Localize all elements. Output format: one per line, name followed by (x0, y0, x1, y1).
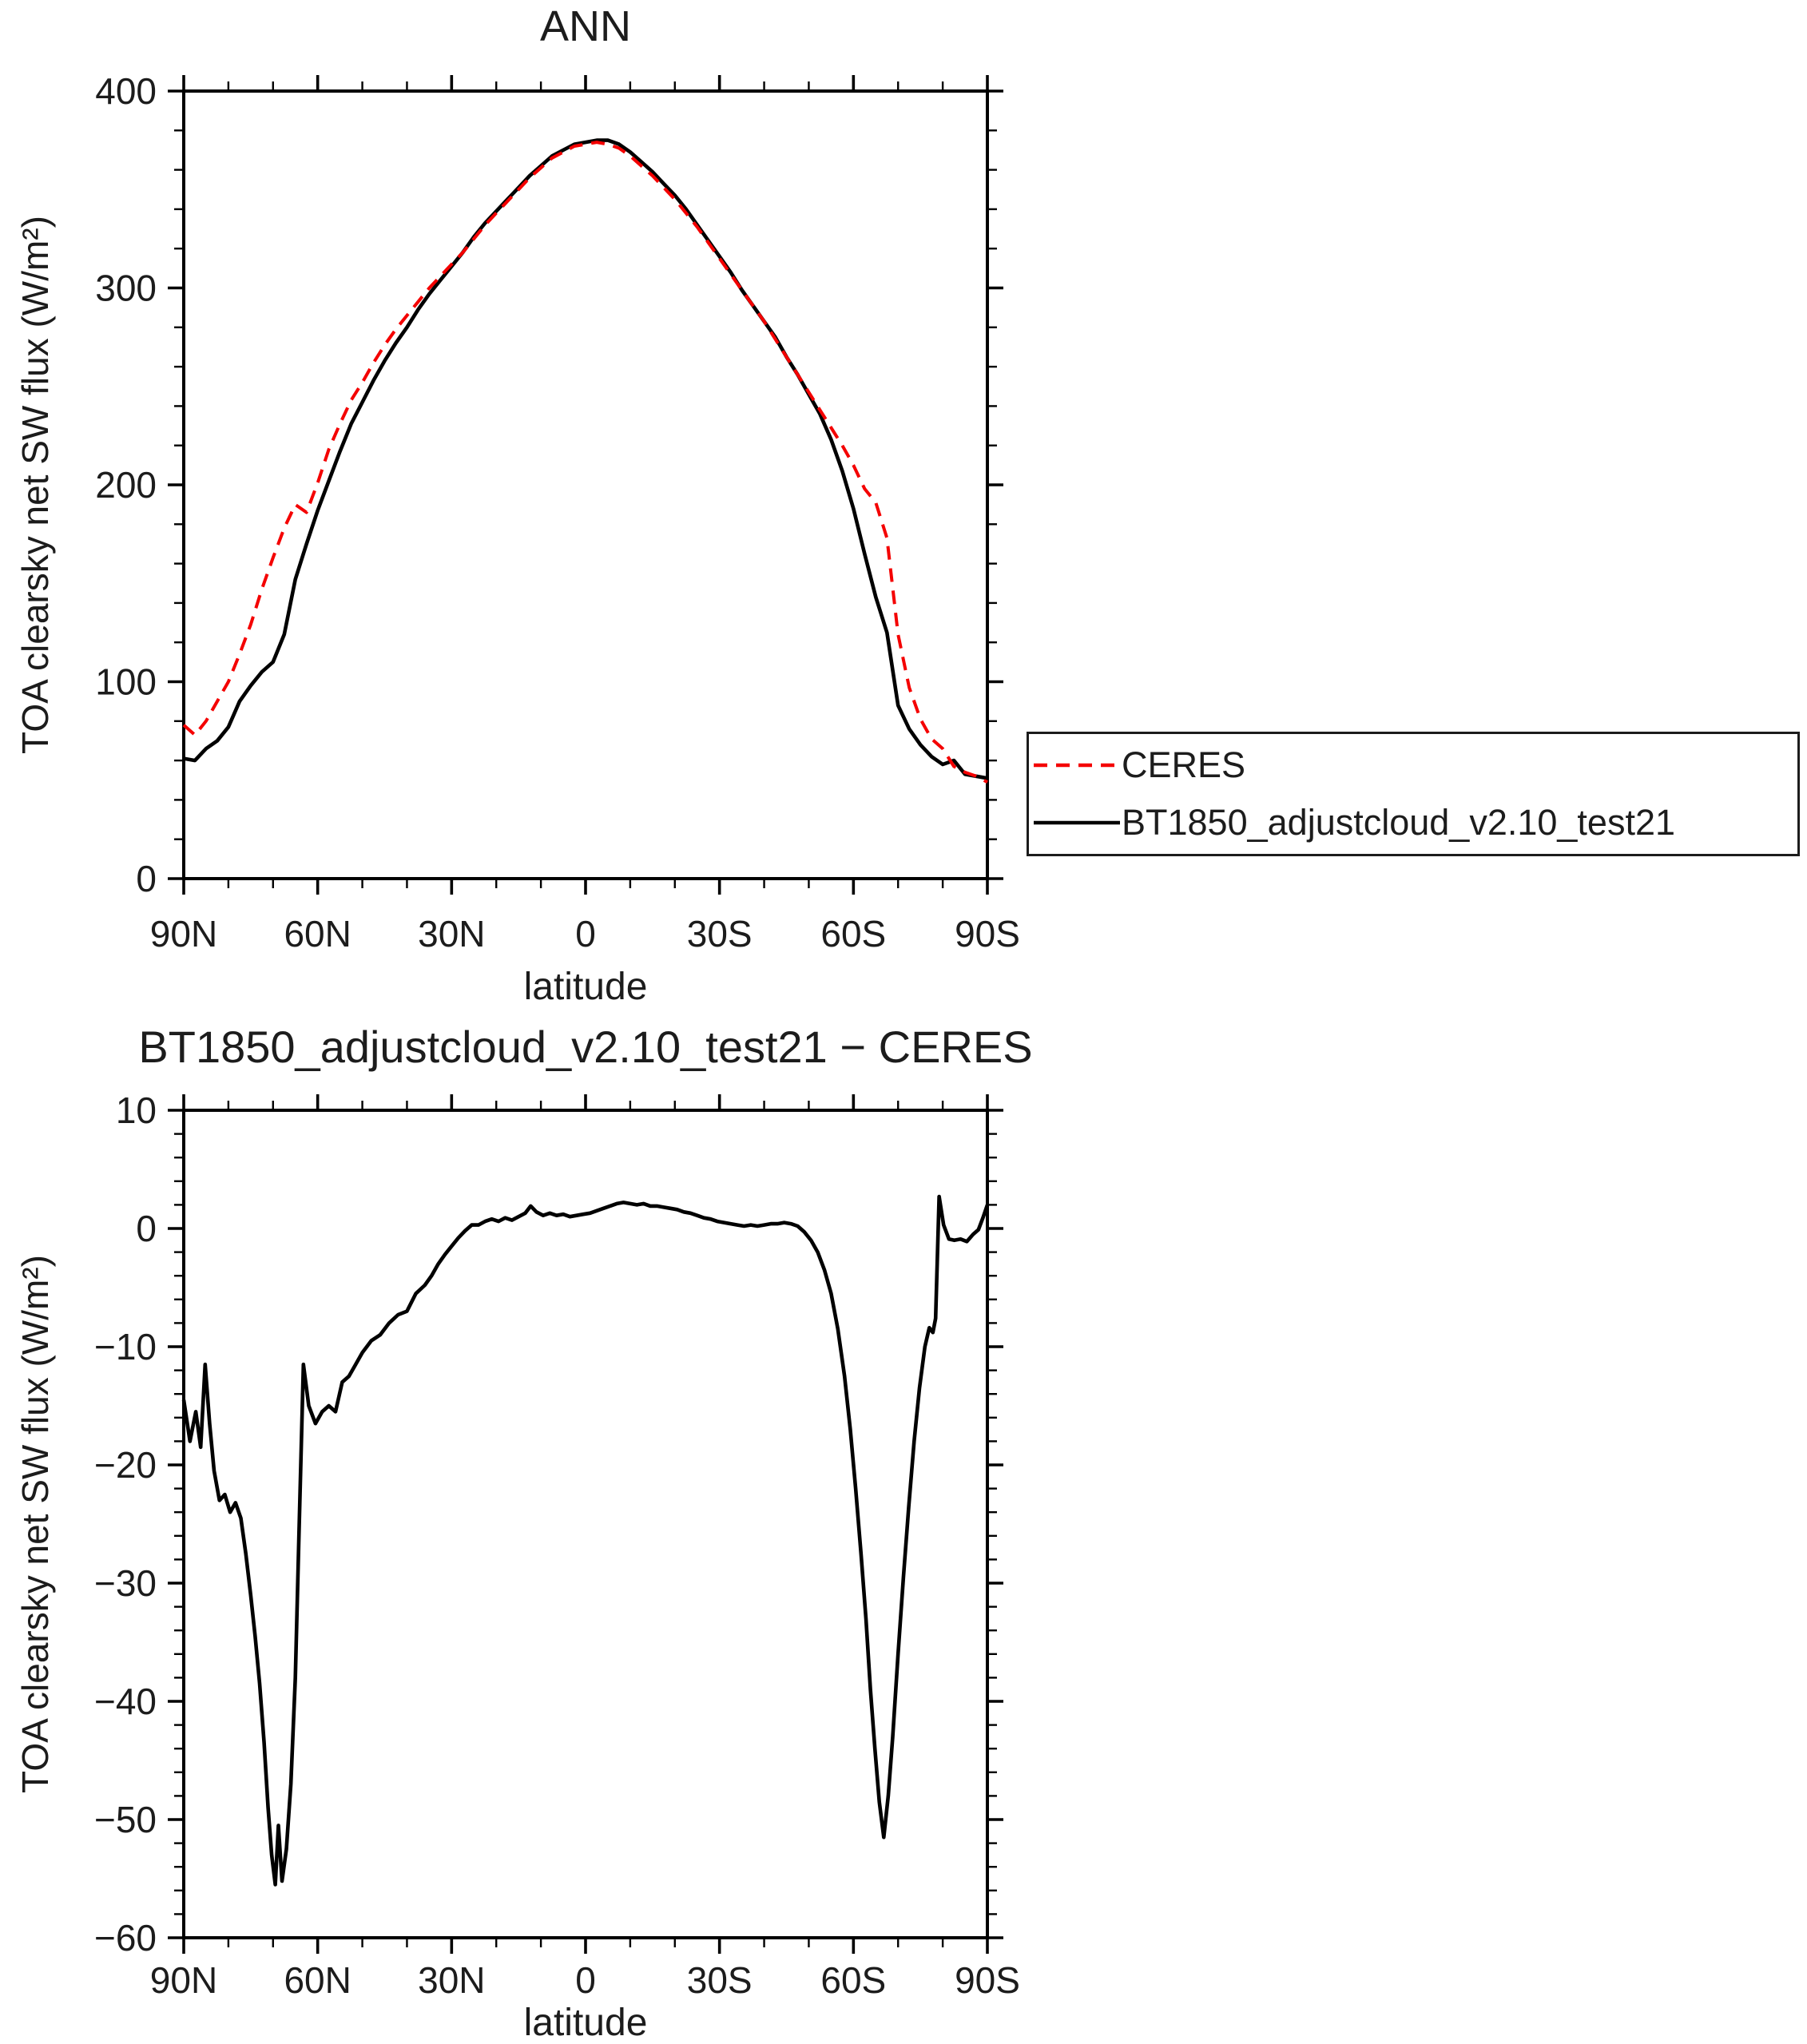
plot-frame (182, 89, 989, 880)
top-chart-y-axis-label: TOA clearsky net SW flux (W/m²) (14, 216, 56, 754)
series-line-bt1850-adjustcloud-v2-10-test21 (183, 138, 988, 780)
diff-chart-x-axis-label: latitude (523, 2002, 648, 2044)
x-tick-label: 60S (820, 913, 886, 955)
y-tick-label: 0 (136, 858, 157, 899)
series-line-ceres (182, 141, 988, 784)
legend-entry: CERES (1034, 736, 1797, 794)
diff-chart-title: BT1850_adjustcloud_v2.10_test21 − CERES (138, 1022, 1033, 1072)
legend-entry: BT1850_adjustcloud_v2.10_test21 (1034, 794, 1797, 851)
y-tick-label: 400 (95, 70, 157, 112)
minor-ticks (174, 81, 997, 888)
x-tick-label: 30S (687, 913, 753, 955)
x-tick-label: 60N (284, 1959, 351, 2001)
x-tick-label: 90S (955, 1959, 1020, 2001)
y-tick-label: −30 (94, 1562, 157, 1604)
y-tick-label: −40 (94, 1681, 157, 1722)
legend-label: CERES (1122, 744, 1246, 785)
x-tick-label: 60N (284, 913, 351, 955)
x-tick-label: 0 (575, 1959, 596, 2001)
diff-chart-y-axis-label: TOA clearsky net SW flux (W/m²) (14, 1255, 56, 1793)
y-tick-label: −10 (94, 1326, 157, 1367)
tick-labels: 90N 60N 30N 0 30S 60S 90S 10 0 −10 −20 −30 −40 −50 −60 (94, 1089, 1020, 2001)
top-chart-title: ANN (539, 2, 631, 50)
x-tick-label: 30N (418, 913, 485, 955)
tick-labels: 90N 60N 30N 0 30S 60S 90S 0 100 200 300 400 (95, 70, 1020, 955)
minor-ticks (174, 1101, 997, 1947)
chart-top: 90N 60N 30N 0 30S 60S 90S 0 100 200 300 400 (95, 70, 1020, 955)
plot-frame (182, 1109, 989, 1939)
x-tick-label: 90N (150, 913, 217, 955)
legend-line-sample-icon (1034, 820, 1120, 825)
y-tick-label: 10 (116, 1089, 157, 1131)
major-ticks (168, 75, 1003, 895)
x-tick-label: 30N (418, 1959, 485, 2001)
y-tick-label: 0 (136, 1208, 157, 1249)
y-tick-label: −20 (94, 1444, 157, 1486)
major-ticks (168, 1094, 1003, 1954)
x-tick-label: 90S (955, 913, 1020, 955)
y-tick-label: 200 (95, 464, 157, 506)
x-tick-label: 90N (150, 1959, 217, 2001)
y-tick-label: 300 (95, 268, 157, 309)
chart-diff: 90N 60N 30N 0 30S 60S 90S 10 0 −10 −20 −30 −40 −50 −60 (94, 1089, 1020, 2001)
y-tick-label: 100 (95, 661, 157, 703)
x-tick-label: 60S (820, 1959, 886, 2001)
top-chart-x-axis-label: latitude (523, 966, 648, 1008)
legend-label: BT1850_adjustcloud_v2.10_test21 (1122, 802, 1676, 843)
series-line-bt1850-adjustcloud-v2-10-test21-ceres (181, 1194, 990, 1887)
legend-line-sample-icon (1034, 763, 1120, 768)
y-tick-label: −50 (94, 1799, 157, 1840)
x-tick-label: 0 (575, 913, 596, 955)
legend: CERES BT1850_adjustcloud_v2.10_test21 (1027, 732, 1800, 856)
x-tick-label: 30S (687, 1959, 753, 2001)
y-tick-label: −60 (94, 1917, 157, 1959)
